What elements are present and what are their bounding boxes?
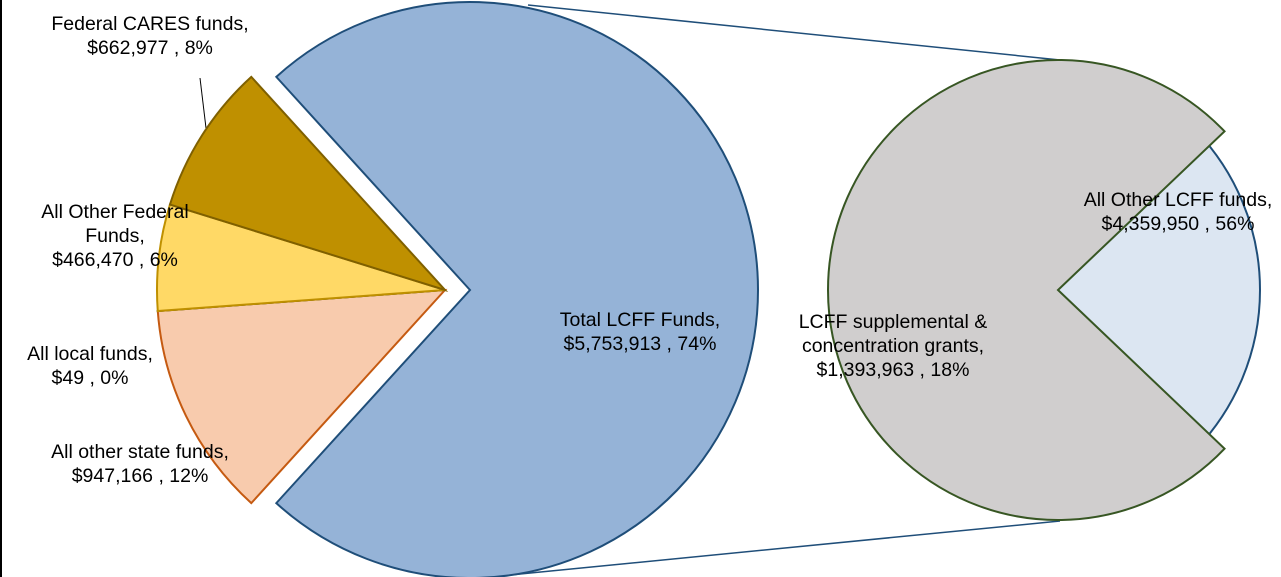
data-label: LCFF supplemental & concentration grants… — [768, 310, 1018, 382]
pie-slice — [827, 59, 1226, 521]
category-label: Total LCFF Funds, — [559, 309, 721, 331]
data-label: All Other LCFF funds, $4,359,950 , 56% — [1083, 188, 1273, 236]
pie-slice — [1028, 129, 1262, 451]
value-label: $947,166 , 12% — [71, 465, 209, 487]
category-label: LCFF supplemental & concentration grants… — [798, 311, 988, 357]
value-label: $5,753,913 , 74% — [563, 333, 717, 355]
data-label: All local funds, $49 , 0% — [5, 342, 175, 390]
value-label: $466,470 , 6% — [52, 249, 178, 271]
category-label: Federal CARES funds, — [51, 13, 249, 35]
leader-line — [199, 77, 207, 129]
pie-slice — [274, 1, 759, 577]
data-label: Federal CARES funds, $662,977 , 8% — [10, 12, 290, 60]
pie-slice — [168, 75, 449, 293]
category-label: All other state funds, — [51, 441, 229, 463]
value-label: $49 , 0% — [51, 367, 129, 389]
category-label: All Other LCFF funds, — [1083, 189, 1273, 211]
data-label: Total LCFF Funds, $5,753,913 , 74% — [525, 308, 755, 356]
data-label: All Other Federal Funds, $466,470 , 6% — [23, 200, 208, 272]
category-label: All local funds, — [27, 343, 153, 365]
connector — [509, 520, 1061, 576]
pie-slice — [156, 288, 448, 505]
data-label: All other state funds, $947,166 , 12% — [5, 440, 275, 488]
connector — [527, 4, 1061, 61]
category-label: All Other Federal Funds, — [41, 201, 189, 247]
value-label: $662,977 , 8% — [87, 37, 213, 59]
value-label: $1,393,963 , 18% — [816, 359, 970, 381]
value-label: $4,359,950 , 56% — [1101, 213, 1255, 235]
